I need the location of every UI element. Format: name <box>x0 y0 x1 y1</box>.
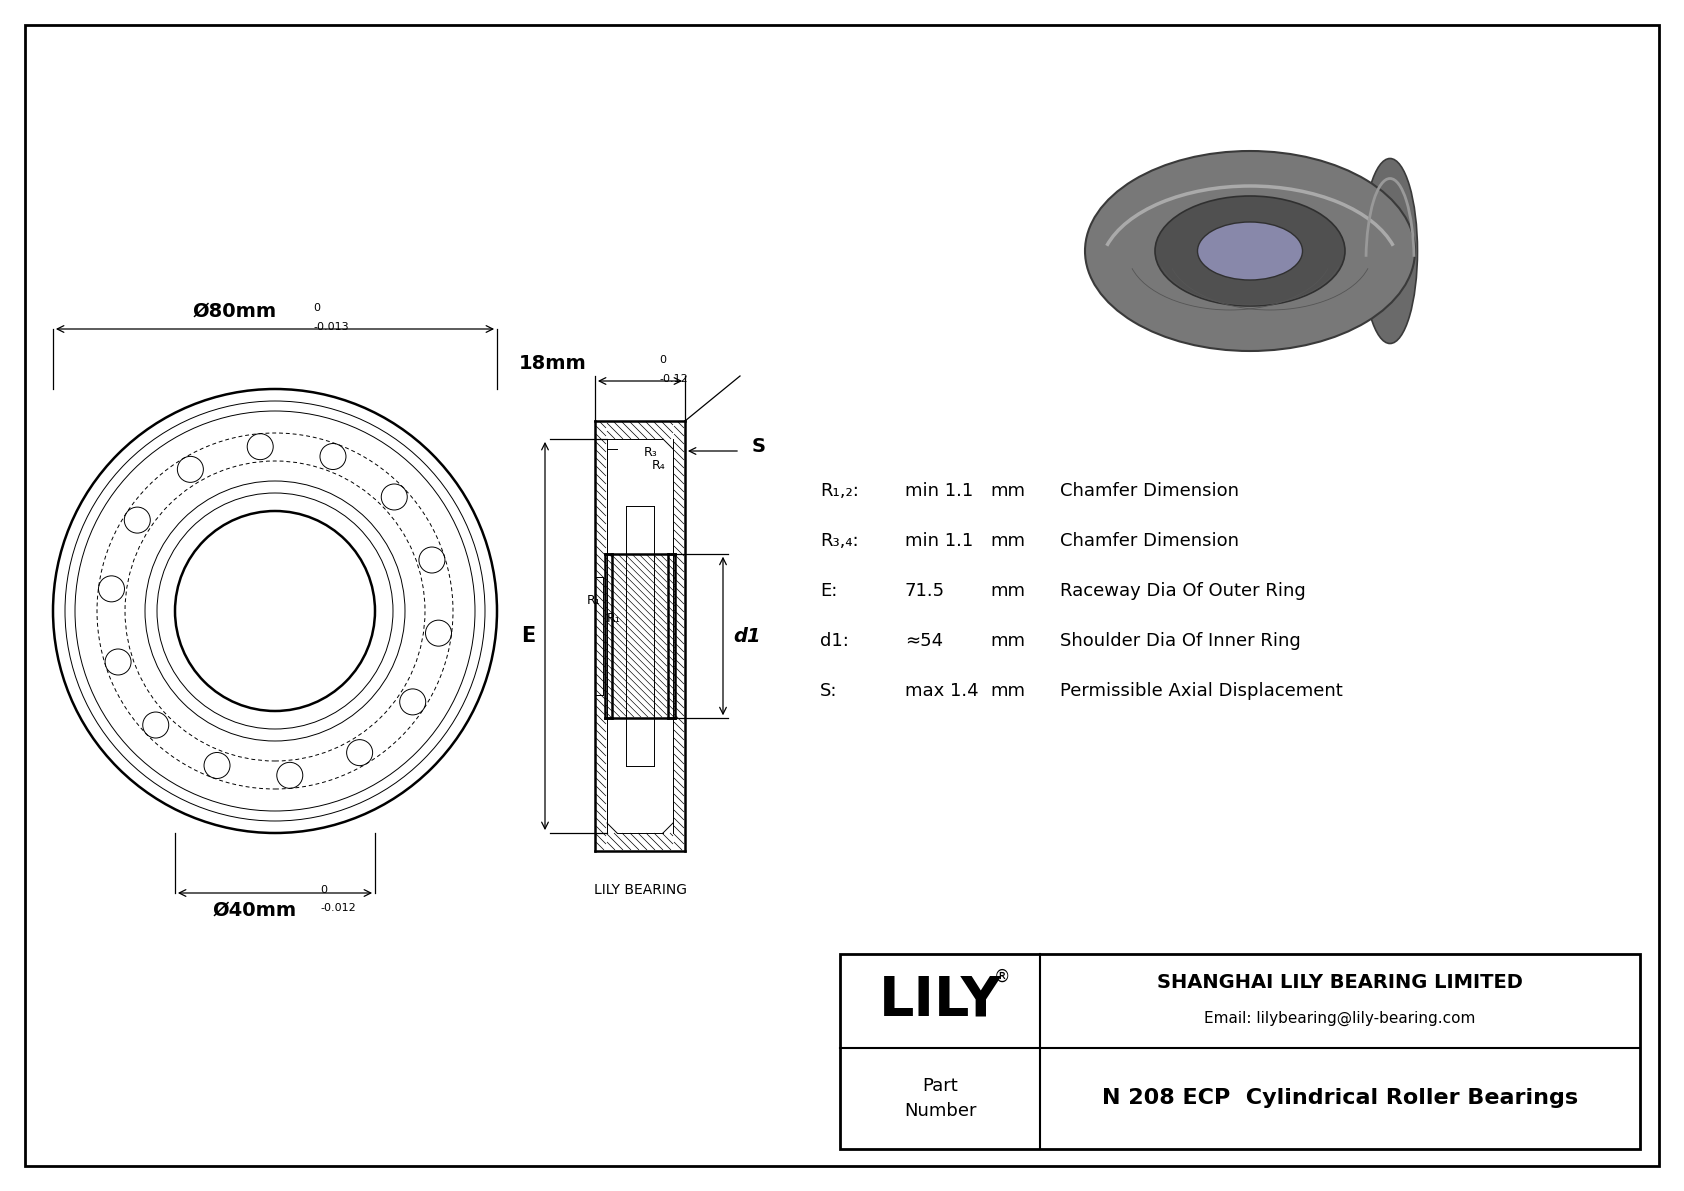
Text: Ø80mm: Ø80mm <box>194 303 278 322</box>
Text: 0: 0 <box>658 355 665 364</box>
Text: 71.5: 71.5 <box>904 582 945 600</box>
Ellipse shape <box>1197 222 1302 280</box>
Text: -0.12: -0.12 <box>658 374 687 384</box>
Text: Email: lilybearing@lily-bearing.com: Email: lilybearing@lily-bearing.com <box>1204 1011 1475 1027</box>
Text: Ø40mm: Ø40mm <box>212 902 296 919</box>
Ellipse shape <box>1362 158 1418 343</box>
Text: mm: mm <box>990 682 1026 700</box>
Text: R₃,₄:: R₃,₄: <box>820 532 859 550</box>
Text: mm: mm <box>990 632 1026 650</box>
Text: LILY: LILY <box>879 974 1002 1028</box>
Text: Raceway Dia Of Outer Ring: Raceway Dia Of Outer Ring <box>1059 582 1305 600</box>
Text: -0.012: -0.012 <box>320 903 355 913</box>
Text: Part
Number: Part Number <box>904 1077 977 1120</box>
Text: Shoulder Dia Of Inner Ring: Shoulder Dia Of Inner Ring <box>1059 632 1300 650</box>
Text: E:: E: <box>820 582 837 600</box>
Text: S:: S: <box>820 682 837 700</box>
Text: Permissible Axial Displacement: Permissible Axial Displacement <box>1059 682 1342 700</box>
Text: d1:: d1: <box>820 632 849 650</box>
Text: R₄: R₄ <box>652 459 665 472</box>
Text: ®: ® <box>994 968 1010 986</box>
Text: d1: d1 <box>733 626 761 646</box>
Text: LILY BEARING: LILY BEARING <box>593 883 687 897</box>
Text: 0: 0 <box>320 885 327 894</box>
Text: R₁: R₁ <box>606 611 621 624</box>
Text: min 1.1: min 1.1 <box>904 482 973 500</box>
Text: Chamfer Dimension: Chamfer Dimension <box>1059 532 1239 550</box>
Text: R₃: R₃ <box>643 445 658 459</box>
Text: min 1.1: min 1.1 <box>904 532 973 550</box>
Text: mm: mm <box>990 582 1026 600</box>
Text: S: S <box>753 436 766 455</box>
Text: 18mm: 18mm <box>519 354 588 373</box>
Text: Chamfer Dimension: Chamfer Dimension <box>1059 482 1239 500</box>
Text: max 1.4: max 1.4 <box>904 682 978 700</box>
Ellipse shape <box>1155 197 1346 306</box>
Text: mm: mm <box>990 532 1026 550</box>
Bar <box>840 954 1640 1149</box>
Text: -0.013: -0.013 <box>313 322 349 332</box>
Ellipse shape <box>1084 151 1415 351</box>
Text: R₁: R₁ <box>586 594 600 607</box>
Text: SHANGHAI LILY BEARING LIMITED: SHANGHAI LILY BEARING LIMITED <box>1157 973 1522 992</box>
Text: R₁,₂:: R₁,₂: <box>820 482 859 500</box>
Text: 0: 0 <box>313 303 320 313</box>
Text: ≈54: ≈54 <box>904 632 943 650</box>
Text: N 208 ECP  Cylindrical Roller Bearings: N 208 ECP Cylindrical Roller Bearings <box>1101 1089 1578 1109</box>
Text: E: E <box>520 626 536 646</box>
Text: mm: mm <box>990 482 1026 500</box>
